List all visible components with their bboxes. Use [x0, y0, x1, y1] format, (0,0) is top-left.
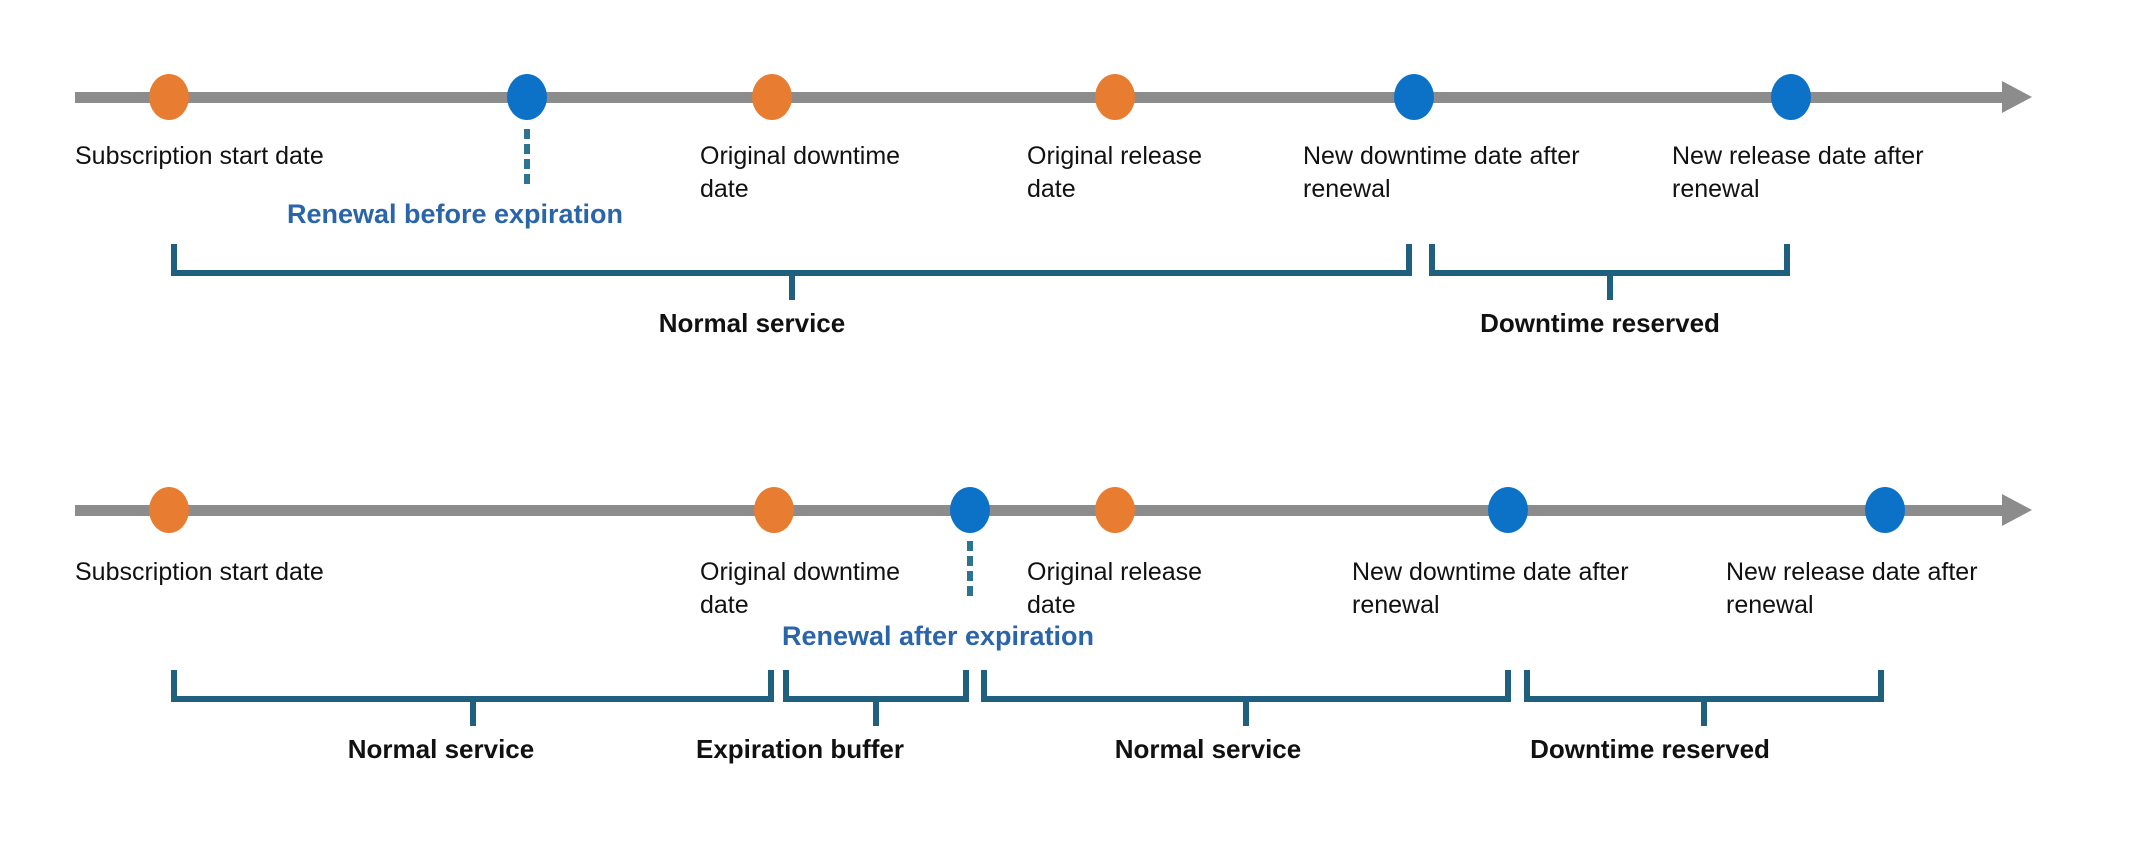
event-dot-subscription-start-date [149, 74, 189, 120]
bracket-mid-tick [1701, 702, 1707, 726]
bracket-label: Expiration buffer [695, 734, 905, 764]
event-dot-renewal-point [507, 74, 547, 120]
event-label-new-downtime-date: renewal [1303, 175, 1391, 203]
bracket-end-tick [1505, 670, 1511, 702]
bracket-bar [1429, 270, 1790, 276]
event-dot-original-release-date [1095, 487, 1135, 533]
bracket-bar [783, 696, 969, 702]
renewal-label: Renewal after expiration [781, 621, 1095, 651]
event-label-original-release-date: Original release [1027, 558, 1203, 586]
event-label-subscription-start-date: Subscription start date [75, 142, 324, 170]
renewal-dashed-line [967, 541, 973, 599]
event-label-original-downtime-date: Original downtime [700, 142, 901, 170]
bracket-label: Normal service [347, 734, 535, 764]
event-dot-renewal-point [950, 487, 990, 533]
bracket-bar [981, 696, 1511, 702]
bracket-end-tick [1429, 244, 1435, 276]
bracket-label: Downtime reserved [1530, 734, 1770, 764]
bracket-mid-tick [470, 702, 476, 726]
bracket-bar [171, 270, 1412, 276]
event-label-original-downtime-date: date [700, 175, 749, 203]
event-dot-original-release-date [1095, 74, 1135, 120]
bracket-mid-tick [1607, 276, 1613, 300]
event-label-new-downtime-date: renewal [1352, 591, 1440, 619]
bracket-end-tick [171, 244, 177, 276]
event-label-new-downtime-date: New downtime date after [1303, 142, 1580, 170]
event-dot-new-downtime-date [1394, 74, 1434, 120]
event-dot-new-release-date [1865, 487, 1905, 533]
event-dot-subscription-start-date [149, 487, 189, 533]
axis-arrowhead-icon [2002, 494, 2032, 526]
event-label-new-release-date: New release date after [1726, 558, 1978, 586]
event-label-original-release-date: date [1027, 591, 1076, 619]
bracket-label: Downtime reserved [1480, 308, 1720, 338]
bracket-end-tick [1524, 670, 1530, 702]
event-dot-new-release-date [1771, 74, 1811, 120]
renewal-dashed-line [524, 129, 530, 186]
bracket-bar [171, 696, 774, 702]
bracket-end-tick [981, 670, 987, 702]
bracket-end-tick [963, 670, 969, 702]
event-label-new-release-date: renewal [1672, 175, 1760, 203]
bracket-end-tick [783, 670, 789, 702]
event-label-original-downtime-date: date [700, 591, 749, 619]
bracket-end-tick [768, 670, 774, 702]
bracket-bar [1524, 696, 1884, 702]
bracket-label: Normal service [658, 308, 846, 338]
event-label-new-release-date: New release date after [1672, 142, 1924, 170]
event-label-subscription-start-date: Subscription start date [75, 558, 324, 586]
event-dot-new-downtime-date [1488, 487, 1528, 533]
axis-arrowhead-icon [2002, 81, 2032, 113]
event-label-new-release-date: renewal [1726, 591, 1814, 619]
timeline-axis [75, 505, 2002, 516]
timeline-axis [75, 92, 2002, 103]
bracket-mid-tick [1243, 702, 1249, 726]
event-label-original-downtime-date: Original downtime [700, 558, 901, 586]
renewal-label: Renewal before expiration [286, 199, 624, 229]
event-dot-original-downtime-date [752, 74, 792, 120]
event-label-new-downtime-date: New downtime date after [1352, 558, 1629, 586]
event-dot-original-downtime-date [754, 487, 794, 533]
bracket-end-tick [1406, 244, 1412, 276]
bracket-mid-tick [789, 276, 795, 300]
event-label-original-release-date: date [1027, 175, 1076, 203]
event-label-original-release-date: Original release [1027, 142, 1203, 170]
bracket-end-tick [1784, 244, 1790, 276]
bracket-end-tick [171, 670, 177, 702]
bracket-label: Normal service [1114, 734, 1302, 764]
bracket-end-tick [1878, 670, 1884, 702]
bracket-mid-tick [873, 702, 879, 726]
